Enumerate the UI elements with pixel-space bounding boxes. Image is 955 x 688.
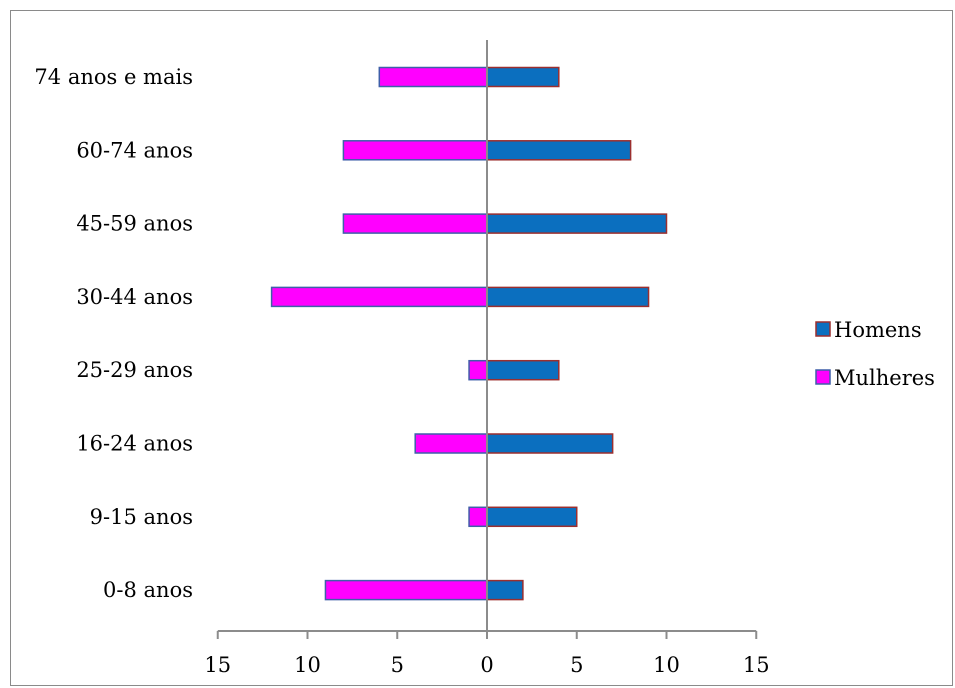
category-label: 9-15 anos	[90, 505, 193, 529]
category-label: 25-29 anos	[76, 358, 193, 382]
bar-mulheres	[378, 66, 488, 88]
bar-homens	[486, 66, 560, 88]
legend-swatch	[815, 321, 831, 337]
bar-homens	[486, 140, 632, 161]
bar-homens	[486, 579, 524, 601]
bar-homens	[486, 213, 668, 234]
bar-mulheres	[468, 506, 488, 528]
category-label: 60-74 anos	[76, 138, 193, 162]
bar-mulheres	[342, 140, 488, 161]
category-label: 45-59 anos	[76, 212, 193, 236]
legend-label: Homens	[834, 318, 922, 342]
x-tick-label: 5	[391, 653, 404, 677]
category-label: 0-8 anos	[103, 578, 193, 602]
legend-swatch	[815, 369, 831, 385]
bar-homens	[486, 506, 578, 528]
x-tick-label: 15	[743, 653, 770, 677]
bar-mulheres	[468, 359, 488, 381]
bar-mulheres	[270, 286, 488, 308]
bar-homens	[486, 433, 614, 454]
category-label: 74 anos e mais	[34, 65, 193, 89]
x-tick-label: 10	[653, 653, 680, 677]
bar-homens	[486, 286, 650, 308]
x-tick-label: 10	[294, 653, 321, 677]
x-tick-label: 5	[570, 653, 583, 677]
chart-frame	[10, 10, 953, 686]
x-tick-label: 0	[480, 653, 493, 677]
legend-label: Mulheres	[834, 366, 935, 390]
bar-homens	[486, 359, 560, 381]
bar-mulheres	[342, 213, 488, 234]
bar-mulheres	[324, 579, 488, 601]
category-label: 30-44 anos	[76, 285, 193, 309]
x-tick-label: 15	[204, 653, 231, 677]
bar-mulheres	[414, 433, 488, 454]
category-label: 16-24 anos	[76, 432, 193, 456]
